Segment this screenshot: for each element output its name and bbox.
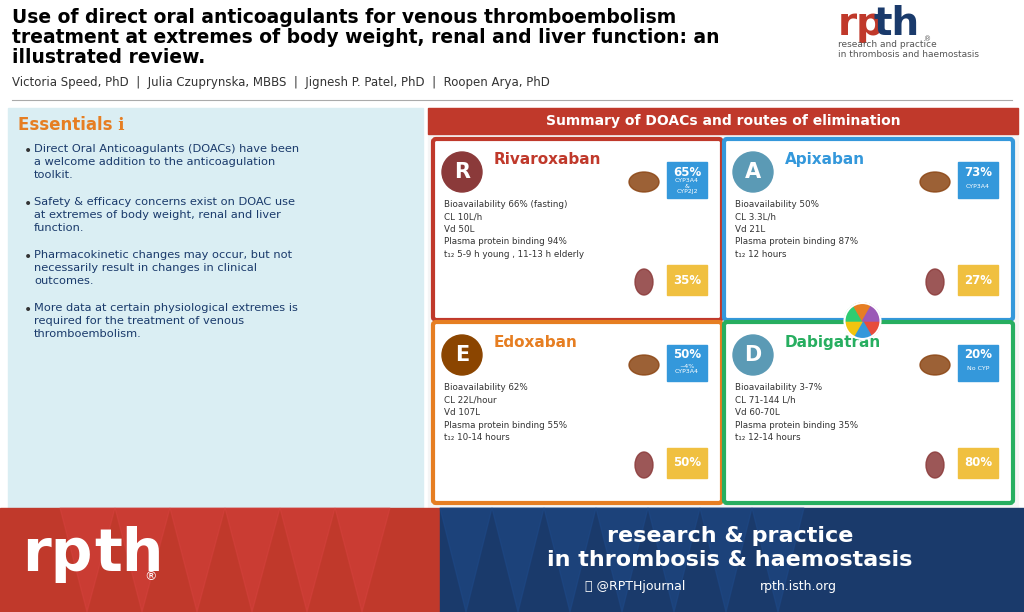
Polygon shape — [648, 508, 700, 612]
Circle shape — [733, 335, 773, 375]
Circle shape — [442, 335, 482, 375]
Text: Safety & efficacy concerns exist on DOAC use
at extremes of body weight, renal a: Safety & efficacy concerns exist on DOAC… — [34, 197, 295, 233]
Ellipse shape — [926, 452, 944, 478]
Text: Use of direct oral anticoagulants for venous thromboembolism: Use of direct oral anticoagulants for ve… — [12, 8, 676, 27]
Text: ~4%
CYP3A4: ~4% CYP3A4 — [675, 364, 699, 375]
Text: Summary of DOACs and routes of elimination: Summary of DOACs and routes of eliminati… — [546, 114, 900, 128]
Polygon shape — [170, 508, 225, 612]
Circle shape — [442, 152, 482, 192]
Wedge shape — [853, 321, 871, 339]
Text: Bioavailability 50%
CL 3.3L/h
Vd 21L
Plasma protein binding 87%
t₁₂ 12 hours: Bioavailability 50% CL 3.3L/h Vd 21L Pla… — [735, 200, 858, 259]
Text: Essentials ℹ: Essentials ℹ — [18, 116, 125, 134]
Polygon shape — [280, 508, 335, 612]
Wedge shape — [845, 321, 862, 337]
Text: 27%: 27% — [964, 274, 992, 286]
Text: More data at certain physiological extremes is
required for the treatment of ven: More data at certain physiological extre… — [34, 303, 298, 340]
Text: treatment at extremes of body weight, renal and liver function: an: treatment at extremes of body weight, re… — [12, 28, 720, 47]
Bar — [428, 108, 1018, 134]
Text: Victoria Speed, PhD  |  Julia Czuprynska, MBBS  |  Jignesh P. Patel, PhD  |  Roo: Victoria Speed, PhD | Julia Czuprynska, … — [12, 76, 550, 89]
Text: 50%: 50% — [673, 457, 701, 469]
Text: Bioavailability 3-7%
CL 71-144 L/h
Vd 60-70L
Plasma protein binding 35%
t₁₂ 12-1: Bioavailability 3-7% CL 71-144 L/h Vd 60… — [735, 383, 858, 442]
Ellipse shape — [629, 172, 659, 192]
Text: •: • — [24, 197, 32, 211]
Circle shape — [733, 152, 773, 192]
Text: D: D — [744, 345, 762, 365]
Polygon shape — [440, 508, 492, 612]
Text: CYP3A4: CYP3A4 — [966, 184, 990, 188]
Bar — [667, 448, 707, 478]
Text: 73%: 73% — [964, 165, 992, 179]
Bar — [0, 0, 1024, 140]
Text: Direct Oral Anticoagulants (DOACs) have been
a welcome addition to the anticoagu: Direct Oral Anticoagulants (DOACs) have … — [34, 144, 299, 181]
Text: 50%: 50% — [673, 348, 701, 362]
Text: Dabigatran: Dabigatran — [785, 335, 882, 350]
Polygon shape — [596, 508, 648, 612]
FancyBboxPatch shape — [724, 322, 1013, 503]
Polygon shape — [700, 508, 752, 612]
Text: •: • — [24, 250, 32, 264]
Ellipse shape — [926, 269, 944, 295]
Polygon shape — [544, 508, 596, 612]
Text: No CYP: No CYP — [967, 367, 989, 371]
Text: Bioavailability 66% (fasting)
CL 10L/h
Vd 50L
Plasma protein binding 94%
t₁₂ 5-9: Bioavailability 66% (fasting) CL 10L/h V… — [444, 200, 584, 259]
Bar — [958, 345, 998, 381]
Text: illustrated review.: illustrated review. — [12, 48, 205, 67]
Text: Edoxaban: Edoxaban — [494, 335, 578, 350]
Text: ®: ® — [144, 570, 157, 583]
Bar — [667, 265, 707, 295]
Text: th: th — [94, 526, 164, 583]
Text: rp: rp — [22, 526, 92, 583]
Bar — [440, 508, 1024, 612]
Text: th: th — [874, 5, 921, 43]
Ellipse shape — [629, 355, 659, 375]
Text: 65%: 65% — [673, 165, 701, 179]
Text: Rivaroxaban: Rivaroxaban — [494, 152, 601, 167]
Bar — [667, 162, 707, 198]
Text: 80%: 80% — [964, 457, 992, 469]
FancyBboxPatch shape — [724, 139, 1013, 320]
Bar — [0, 508, 440, 612]
Polygon shape — [335, 508, 390, 612]
Polygon shape — [492, 508, 544, 612]
Text: •: • — [24, 144, 32, 158]
Ellipse shape — [920, 355, 950, 375]
Polygon shape — [225, 508, 280, 612]
Ellipse shape — [635, 452, 653, 478]
Text: CYP3A4
&
CYP2J2: CYP3A4 & CYP2J2 — [675, 177, 699, 194]
Text: research & practice: research & practice — [607, 526, 853, 546]
Text: 🐦 @RPTHjournal: 🐦 @RPTHjournal — [585, 580, 685, 593]
Bar — [667, 345, 707, 381]
Wedge shape — [862, 321, 881, 337]
Wedge shape — [862, 305, 881, 321]
Text: 20%: 20% — [964, 348, 992, 362]
Text: research and practice: research and practice — [838, 40, 937, 49]
Text: R: R — [454, 162, 470, 182]
FancyBboxPatch shape — [433, 139, 722, 320]
Text: 35%: 35% — [673, 274, 701, 286]
Bar — [958, 448, 998, 478]
Text: ®: ® — [924, 36, 931, 42]
Ellipse shape — [920, 172, 950, 192]
Text: in thrombosis & haemostasis: in thrombosis & haemostasis — [547, 550, 912, 570]
Wedge shape — [845, 305, 862, 321]
Text: Pharmacokinetic changes may occur, but not
necessarily result in changes in clin: Pharmacokinetic changes may occur, but n… — [34, 250, 292, 286]
Bar — [958, 162, 998, 198]
Text: rp: rp — [838, 5, 885, 43]
Polygon shape — [115, 508, 170, 612]
Text: •: • — [24, 303, 32, 317]
Text: in thrombosis and haemostasis: in thrombosis and haemostasis — [838, 50, 979, 59]
Bar — [958, 265, 998, 295]
Text: rpth.isth.org: rpth.isth.org — [760, 580, 837, 593]
Bar — [428, 108, 1018, 508]
FancyBboxPatch shape — [433, 322, 722, 503]
Wedge shape — [853, 303, 871, 321]
Text: E: E — [455, 345, 469, 365]
Polygon shape — [752, 508, 804, 612]
Ellipse shape — [635, 269, 653, 295]
Polygon shape — [60, 508, 115, 612]
Text: Apixaban: Apixaban — [785, 152, 865, 167]
Text: Bioavailability 62%
CL 22L/hour
Vd 107L
Plasma protein binding 55%
t₁₂ 10-14 hou: Bioavailability 62% CL 22L/hour Vd 107L … — [444, 383, 567, 442]
Text: A: A — [744, 162, 761, 182]
Bar — [8, 108, 423, 508]
